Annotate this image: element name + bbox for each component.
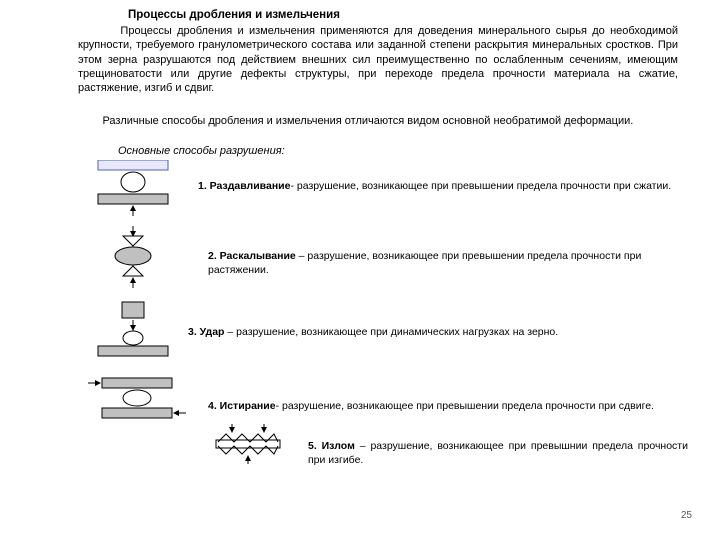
para2-text: Различные способы дробления и измельчени… <box>102 115 633 127</box>
para1-text: Процессы дробления и измельчения применя… <box>78 25 678 94</box>
diagrams-svg <box>78 160 298 490</box>
method-5-label: 5. Излом <box>308 440 355 452</box>
diagram-bending <box>216 424 280 464</box>
method-5: 5. Излом – разрушение, возникающее при п… <box>308 440 688 467</box>
diagram-splitting <box>115 226 151 288</box>
indent <box>78 115 102 127</box>
diagram-impact <box>98 302 168 356</box>
diagrams-column <box>78 160 298 490</box>
method-4-text: - разрушение, возникающее при превышении… <box>276 400 654 412</box>
diagram-crushing <box>98 160 168 216</box>
page: Процессы дробления и измельчения Процесс… <box>0 0 720 540</box>
method-5-text: – разрушение, возникающее при превышнии … <box>308 440 688 466</box>
paragraph-1: Процессы дробления и измельчения применя… <box>78 24 678 95</box>
method-1-text: - разрушение, возникающее при превышении… <box>290 180 671 192</box>
page-title: Процессы дробления и измельчения <box>128 8 340 23</box>
diagram-abrasion <box>88 378 186 418</box>
subtitle: Основные способы разрушения: <box>118 144 285 158</box>
paragraph-2: Различные способы дробления и измельчени… <box>78 114 678 128</box>
page-number: 25 <box>681 509 692 522</box>
indent <box>78 25 120 37</box>
